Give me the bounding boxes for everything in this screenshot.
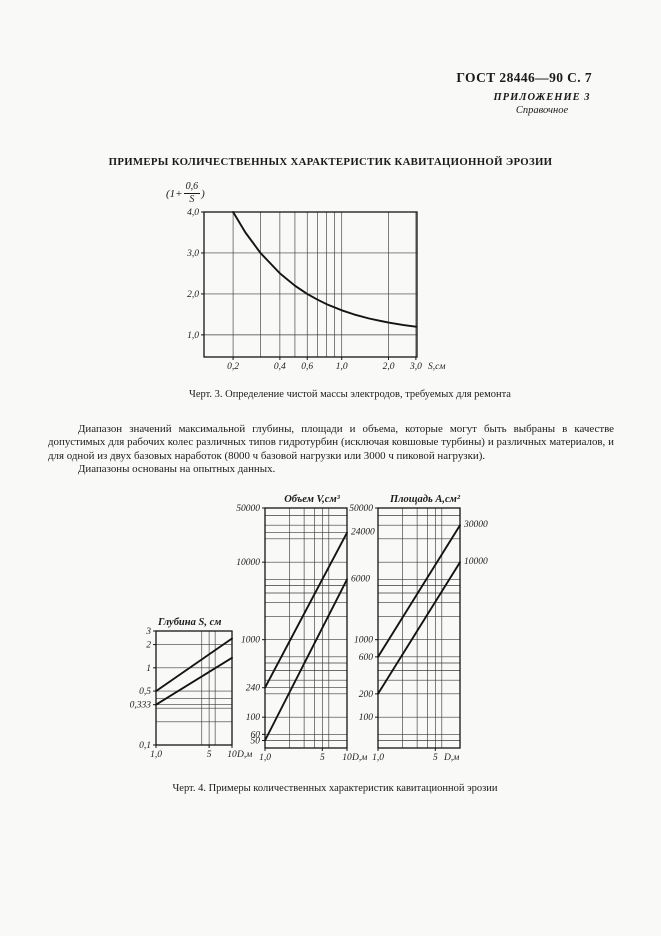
svg-text:60: 60	[251, 730, 261, 740]
svg-text:10000: 10000	[464, 557, 488, 567]
svg-text:10: 10	[342, 753, 352, 763]
svg-text:0,333: 0,333	[130, 701, 152, 711]
body-paragraph-2: Диапазоны основаны на опытных данных.	[78, 462, 276, 475]
svg-text:2,0: 2,0	[383, 362, 395, 372]
svg-text:2,0: 2,0	[187, 290, 199, 300]
fig4-depth-chart: 1,0 5 10 3 2 1 0,5 0,333 0,1 D,м Глубина S, см	[130, 617, 253, 760]
fig3-electrode-mass-chart: 0,2 0,4 0,6 1,0 2,0 3,0 4,0 3,0 2,0 1,0 S,см	[186, 208, 445, 372]
svg-text:1000: 1000	[241, 636, 260, 646]
body-paragraph-1: Диапазон значений максимальной глубины, …	[48, 423, 614, 462]
appendix-label: ПРИЛОЖЕНИЕ 3	[493, 92, 591, 103]
svg-text:0,2: 0,2	[227, 362, 239, 372]
svg-text:0,6: 0,6	[301, 362, 313, 372]
svg-text:0,5: 0,5	[139, 687, 151, 697]
svg-text:24000: 24000	[351, 528, 375, 538]
page-title: ПРИМЕРЫ КОЛИЧЕСТВЕННЫХ ХАРАКТЕРИСТИК КАВ…	[108, 156, 553, 168]
svg-text:10000: 10000	[236, 558, 260, 568]
svg-text:30000: 30000	[463, 520, 488, 530]
svg-text:50000: 50000	[236, 504, 260, 514]
svg-text:2: 2	[146, 641, 151, 651]
appendix-note: Справочное	[515, 105, 569, 116]
body-text: Диапазон значений максимальной глубины, …	[48, 423, 614, 476]
svg-text:1,0: 1,0	[372, 753, 384, 763]
formula-suffix: )	[201, 187, 205, 200]
svg-text:3,0: 3,0	[186, 249, 199, 259]
fig4-caption: Черт. 4. Примеры количественных характер…	[172, 783, 498, 794]
svg-text:D,м: D,м	[236, 750, 252, 760]
svg-text:1000: 1000	[354, 636, 373, 646]
svg-text:0,4: 0,4	[274, 362, 286, 372]
svg-text:4,0: 4,0	[187, 208, 199, 218]
fig4-area-chart: 1,0 5 50000 1000 600 200 100 30000 10000 D,м Площа…	[349, 494, 488, 763]
svg-text:5: 5	[207, 750, 212, 760]
svg-text:Площадь A,см²: Площадь A,см²	[389, 494, 461, 505]
svg-text:6000: 6000	[351, 574, 370, 584]
formula-numerator: 0,6	[183, 181, 201, 194]
svg-text:50: 50	[251, 736, 261, 746]
appendix-block: ПРИЛОЖЕНИЕ 3 Справочное	[452, 92, 632, 116]
svg-text:100: 100	[246, 713, 261, 723]
svg-text:100: 100	[359, 713, 374, 723]
svg-text:1,0: 1,0	[150, 750, 162, 760]
svg-text:3: 3	[145, 627, 151, 637]
svg-text:D,м: D,м	[443, 753, 459, 763]
svg-text:10: 10	[227, 750, 237, 760]
svg-text:1,0: 1,0	[187, 331, 199, 341]
svg-text:600: 600	[359, 653, 374, 663]
svg-text:200: 200	[359, 690, 374, 700]
svg-text:1: 1	[146, 664, 151, 674]
svg-text:Глубина S, см: Глубина S, см	[157, 617, 221, 628]
fig3-caption: Черт. 3. Определение чистой массы электр…	[189, 389, 511, 400]
formula-fraction: 0,6 S	[183, 181, 201, 205]
svg-text:5: 5	[433, 753, 438, 763]
formula-prefix: (1+	[166, 187, 183, 200]
svg-text:3,0: 3,0	[409, 362, 422, 372]
gost-standard-header: ГОСТ 28446—90 С. 7	[456, 70, 592, 85]
svg-text:Объем V,см³: Объем V,см³	[284, 494, 340, 505]
svg-text:S,см: S,см	[428, 362, 445, 372]
svg-text:0,1: 0,1	[139, 741, 151, 751]
svg-text:50000: 50000	[349, 504, 373, 514]
svg-text:5: 5	[320, 753, 325, 763]
svg-text:1,0: 1,0	[336, 362, 348, 372]
svg-text:240: 240	[246, 684, 261, 694]
formula-denominator: S	[189, 194, 195, 205]
fig3-y-axis-formula: (1+ 0,6 S )	[166, 182, 205, 205]
svg-text:1,0: 1,0	[259, 753, 271, 763]
svg-text:D,м: D,м	[351, 753, 367, 763]
